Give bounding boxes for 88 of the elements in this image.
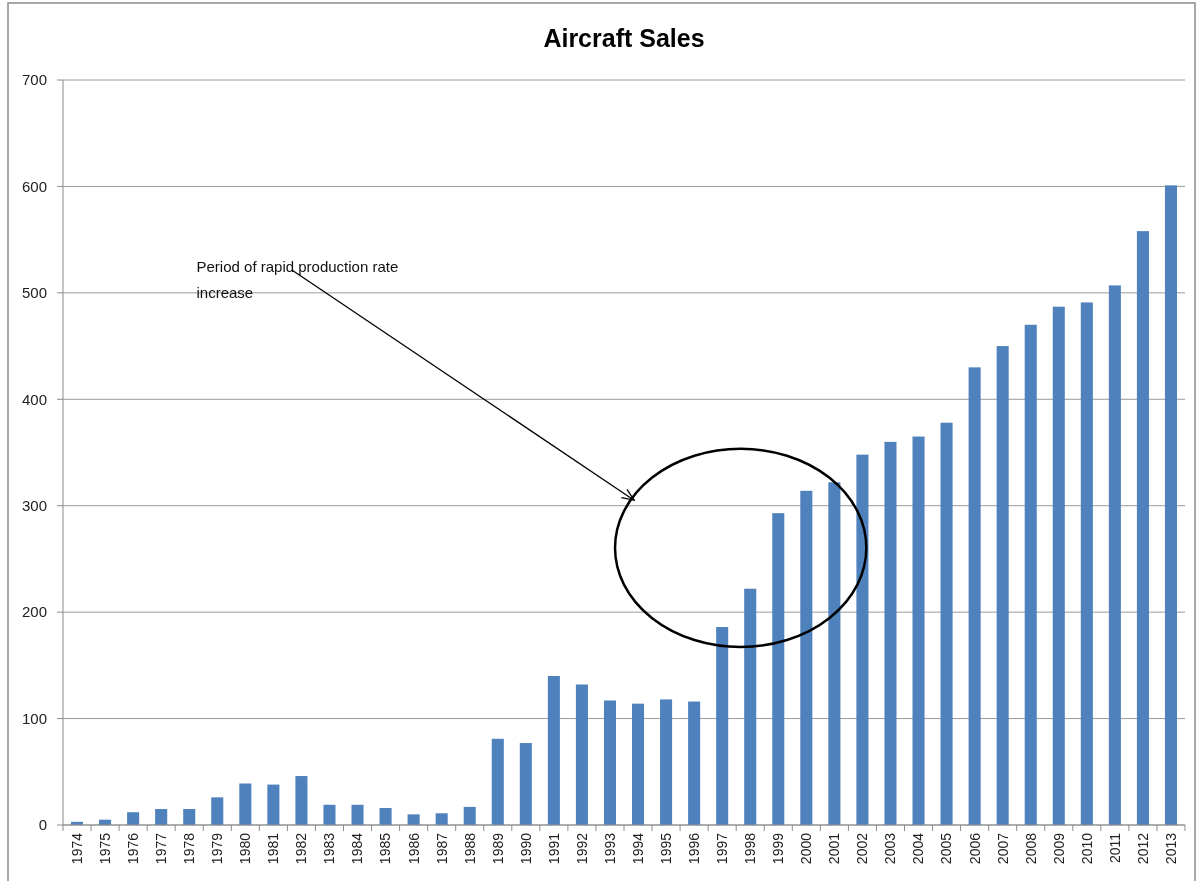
- y-tick-label: 200: [21, 603, 47, 621]
- x-tick-label: 1996: [686, 832, 703, 865]
- x-tick-label: 2004: [910, 832, 927, 865]
- y-tick-label: 500: [21, 284, 47, 302]
- x-tick-label: 2009: [1050, 832, 1067, 865]
- x-tick-label: 2000: [798, 832, 815, 865]
- y-tick-label: 700: [21, 71, 47, 89]
- x-tick-label: 2011: [1106, 832, 1123, 864]
- x-tick-label: 2003: [882, 832, 899, 865]
- y-tick-label: 100: [21, 709, 47, 727]
- x-tick-label: 1985: [377, 832, 394, 865]
- bar: [603, 700, 617, 825]
- x-tick-label: 1995: [657, 832, 674, 865]
- x-tick-label: 2012: [1134, 832, 1151, 865]
- bar: [1108, 285, 1121, 825]
- bar: [1052, 306, 1065, 825]
- bar: [688, 701, 701, 825]
- x-tick-label: 2001: [826, 832, 843, 865]
- x-tick-label: 1983: [321, 832, 338, 865]
- x-tick-label: 2007: [994, 832, 1011, 865]
- bar: [660, 699, 673, 825]
- x-tick-label: 1984: [349, 832, 366, 865]
- x-tick-label: 1978: [181, 832, 198, 865]
- bar: [856, 454, 869, 825]
- bar: [1024, 324, 1037, 825]
- bar: [351, 804, 364, 825]
- bar: [968, 367, 981, 825]
- bar: [996, 346, 1009, 825]
- bar: [211, 797, 224, 825]
- bar: [519, 743, 532, 825]
- x-tick-label: 1993: [601, 832, 618, 865]
- bar: [1080, 302, 1093, 825]
- bar: [267, 784, 280, 825]
- x-tick-label: 1977: [153, 832, 170, 865]
- chart-title: Aircraft Sales: [543, 24, 705, 52]
- bar: [295, 776, 308, 825]
- x-tick-label: 1988: [461, 832, 478, 865]
- bar: [547, 676, 560, 825]
- bar: [155, 809, 168, 825]
- bar: [1164, 185, 1177, 825]
- bar: [744, 588, 757, 825]
- x-tick-label: 1997: [714, 832, 731, 865]
- x-tick-label: 1991: [545, 832, 562, 865]
- x-tick-label: 1987: [433, 832, 450, 865]
- bar: [631, 703, 645, 825]
- x-tick-label: 1986: [405, 832, 422, 865]
- y-tick-label: 400: [21, 390, 47, 408]
- bar: [407, 814, 420, 825]
- bar: [772, 513, 785, 825]
- bar: [183, 809, 196, 825]
- x-tick-label: 1994: [629, 832, 646, 865]
- bar: [463, 806, 476, 825]
- x-tick-label: 1979: [209, 832, 226, 865]
- y-tick-label: 300: [21, 496, 47, 514]
- x-tick-label: 1989: [489, 832, 506, 865]
- x-tick-label: 1974: [68, 832, 85, 865]
- annotation: Period of rapid production rate increase: [196, 258, 399, 302]
- bar: [912, 436, 925, 825]
- x-tick-label: 2013: [1162, 832, 1179, 865]
- x-tick-label: 1980: [237, 832, 254, 865]
- x-tick-label: 2010: [1078, 832, 1095, 865]
- x-tick-label: 1992: [573, 832, 590, 865]
- bar: [1136, 231, 1149, 825]
- x-tick-label: 1999: [770, 832, 787, 865]
- x-tick-label: 1976: [125, 832, 142, 865]
- bar: [575, 684, 588, 825]
- y-tick-label: 600: [21, 177, 47, 195]
- bar: [239, 783, 252, 825]
- x-tick-label: 1998: [742, 832, 759, 865]
- bar: [800, 490, 813, 825]
- x-tick-label: 1981: [265, 832, 282, 865]
- x-tick-label: 1982: [293, 832, 310, 865]
- x-tick-label: 1975: [96, 832, 113, 865]
- x-tick-label: 2006: [966, 832, 983, 865]
- bar: [435, 813, 448, 825]
- bar: [884, 441, 897, 825]
- bar: [491, 738, 504, 825]
- bar: [379, 807, 392, 825]
- x-tick-label: 2005: [938, 832, 955, 865]
- bar: [940, 422, 953, 825]
- bar: [828, 482, 841, 825]
- bar: [323, 804, 336, 825]
- y-tick-label: 0: [38, 816, 47, 834]
- x-tick-label: 2002: [854, 832, 871, 865]
- x-tick-label: 2008: [1022, 832, 1039, 865]
- bar: [716, 627, 729, 825]
- bar: [127, 812, 140, 825]
- x-tick-label: 1990: [517, 832, 534, 865]
